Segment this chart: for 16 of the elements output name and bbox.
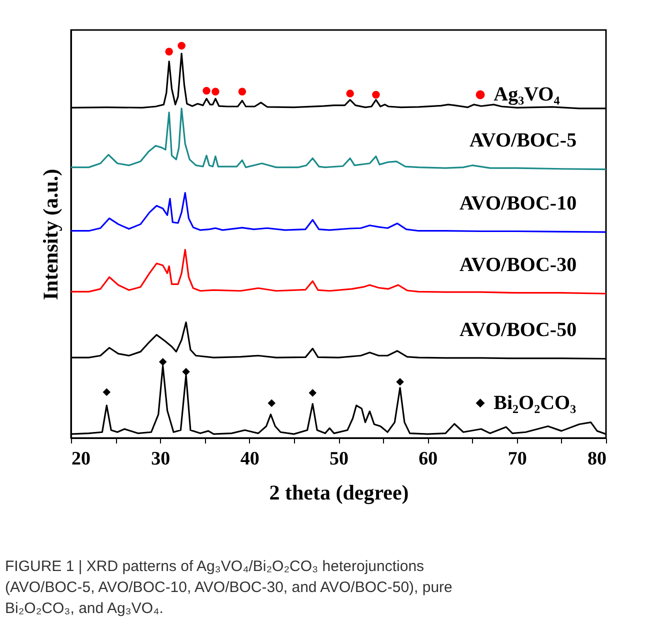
y-axis-title: Intensity (a.u.) xyxy=(38,168,62,300)
caption: FIGURE 1 | XRD patterns of Ag₃VO₄/Bi₂O₂CO₃ heterojunctions (AVO/BOC-5, AVO/BOC-10, AVO/BOC-30, and AVO/BOC-50), pure Bi₂O₂CO₃, and Ag₃VO₄. xyxy=(5,558,452,617)
x-tick-label: 70 xyxy=(508,448,527,470)
x-tick-label: 30 xyxy=(151,448,170,470)
legend-label: Bi₂O₂CO₃ xyxy=(494,392,576,414)
series-label: AVO/BOC-5 xyxy=(470,130,577,152)
x-tick-label: 60 xyxy=(418,448,438,470)
x-tick-label: 40 xyxy=(240,448,260,470)
x-axis-title: 2 theta (degree) xyxy=(269,480,409,504)
x-tick-label: 50 xyxy=(330,448,348,470)
series-label: AVO/BOC-10 xyxy=(460,192,577,214)
series-label: AVO/BOC-50 xyxy=(460,319,577,342)
x-tick-label: 80 xyxy=(588,448,606,470)
legend-label: Ag₃VO₄ xyxy=(494,84,560,106)
x-tick-label: 20 xyxy=(72,448,90,470)
series-label: AVO/BOC-30 xyxy=(460,254,577,276)
